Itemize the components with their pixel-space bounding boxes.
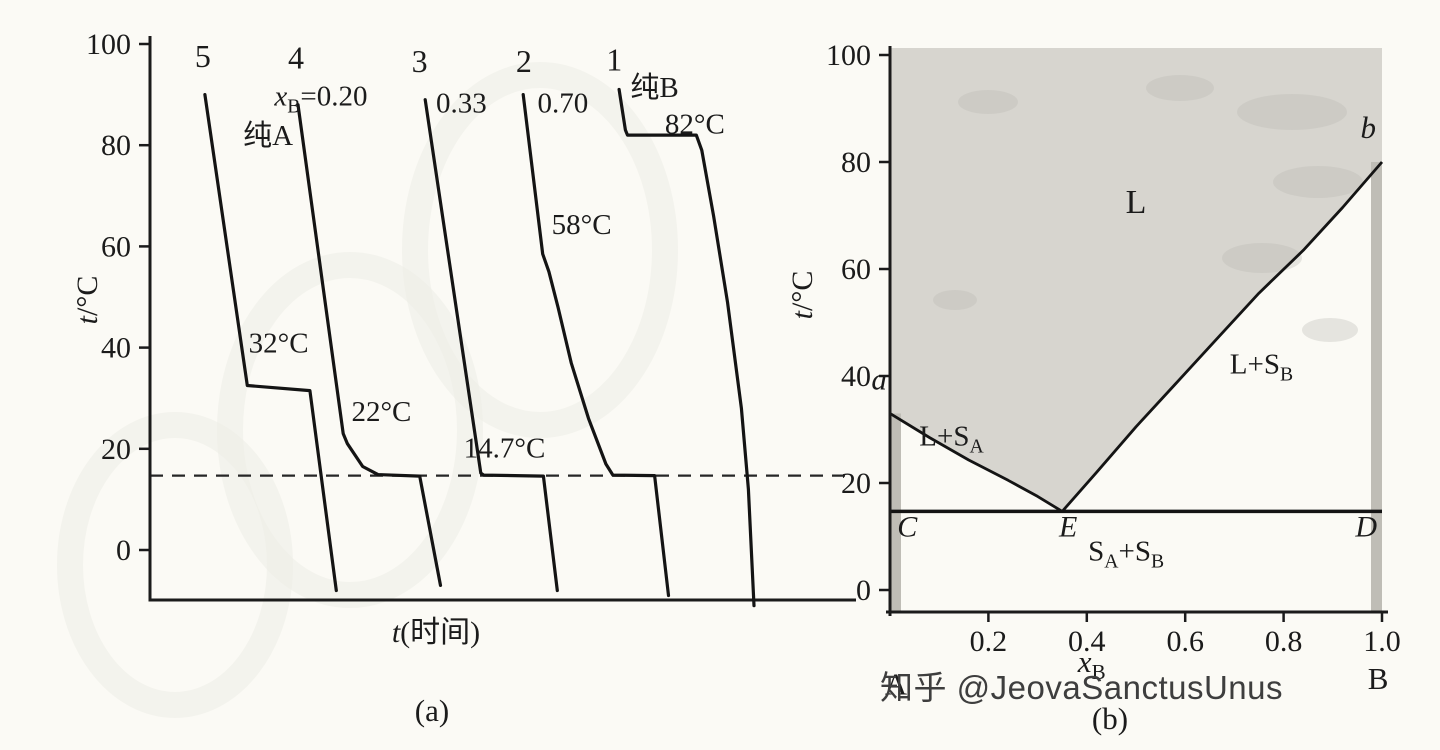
scan-bleed-smudge <box>1302 318 1358 342</box>
annotation: b <box>1360 110 1376 145</box>
cooling-curve-5 <box>203 92 338 593</box>
cooling-curve-4 <box>296 103 443 588</box>
y-tick-label: 40 <box>841 360 871 393</box>
y-tick-label: 20 <box>101 433 131 466</box>
annotation: 1 <box>606 41 622 77</box>
annotation: xB=0.20 <box>273 81 367 118</box>
x-tick-label: 0.8 <box>1265 625 1303 658</box>
y-axis-title: t/°C <box>71 276 104 325</box>
y-tick-label: 20 <box>841 467 871 500</box>
annotation: 纯B <box>630 71 678 104</box>
annotation: 4 <box>288 39 304 75</box>
x-tick-label: 0.2 <box>970 625 1008 658</box>
y-tick-label: 40 <box>101 332 131 365</box>
annotation: D <box>1354 511 1377 544</box>
annotation: 纯A <box>243 119 293 152</box>
annotation: 58°C <box>552 209 612 241</box>
annotation: L <box>1126 184 1147 221</box>
scan-bleed-smudge <box>1222 243 1302 273</box>
y-tick-label: 100 <box>86 28 131 61</box>
y-axis-title: t/°C <box>786 271 819 320</box>
annotation: SA+SB <box>1088 536 1164 573</box>
liquidus-left-curve <box>889 412 1063 513</box>
x-tick-label: 0.6 <box>1166 625 1204 658</box>
annotation: A <box>885 666 908 701</box>
y-tick-label: 80 <box>101 129 131 162</box>
scan-bleed-smudge <box>933 290 977 310</box>
scan-artifact <box>402 62 678 438</box>
annotation: 0.33 <box>436 87 487 119</box>
x-tick-label: 1.0 <box>1363 625 1401 658</box>
y-tick-label: 60 <box>841 253 871 286</box>
cooling-curve-2 <box>521 92 671 598</box>
x-axis-title: xB <box>1077 644 1106 684</box>
annotation: B <box>1368 661 1389 696</box>
caption-panel-b: (b) <box>1091 701 1129 736</box>
annotation: a <box>871 361 887 396</box>
x-axis-title: t(时间) <box>392 616 480 649</box>
annotation: L+SB <box>1230 348 1293 385</box>
cooling-curve-3 <box>423 98 559 593</box>
scan-artifact <box>57 412 293 718</box>
cooling-curve-1 <box>617 87 756 608</box>
y-tick-label: 100 <box>826 39 871 72</box>
x-tick-label: 0.4 <box>1068 625 1106 658</box>
annotation: L+SA <box>919 421 984 458</box>
liquidus-right-curve <box>1061 161 1384 513</box>
annotation: 32°C <box>249 328 309 360</box>
annotation: 5 <box>195 38 211 74</box>
annotation: 0.70 <box>537 87 588 119</box>
annotation: E <box>1058 511 1077 544</box>
annotation: C <box>897 511 918 544</box>
y-tick-label: 0 <box>116 534 131 567</box>
y-tick-label: 0 <box>856 574 871 607</box>
scan-bleed-smudge <box>1273 166 1363 198</box>
liquid-region-shading <box>890 48 1382 512</box>
scan-bleed-smudge <box>1237 94 1347 130</box>
annotation: 82°C <box>665 109 725 141</box>
y-tick-label: 60 <box>101 230 131 263</box>
annotation: 3 <box>412 43 428 79</box>
y-tick-label: 80 <box>841 146 871 179</box>
annotation: 2 <box>516 43 532 79</box>
annotation: 14.7°C <box>464 432 546 464</box>
scan-bleed-smudge <box>1146 75 1214 101</box>
panel-b-phase-diagram: 0 20 40 60 80 100 0.2 0.4 0.6 0.8 1.0 t/°C xB L L+SA L+… <box>786 39 1401 701</box>
caption-panel-a: (a) <box>414 693 450 728</box>
scan-bleed-smudge <box>958 90 1018 114</box>
zhihu-watermark: 知乎 @JeovaSanctusUnus <box>880 669 1284 706</box>
annotation: 22°C <box>351 396 411 428</box>
pure-B-solid-strip <box>1371 162 1382 612</box>
